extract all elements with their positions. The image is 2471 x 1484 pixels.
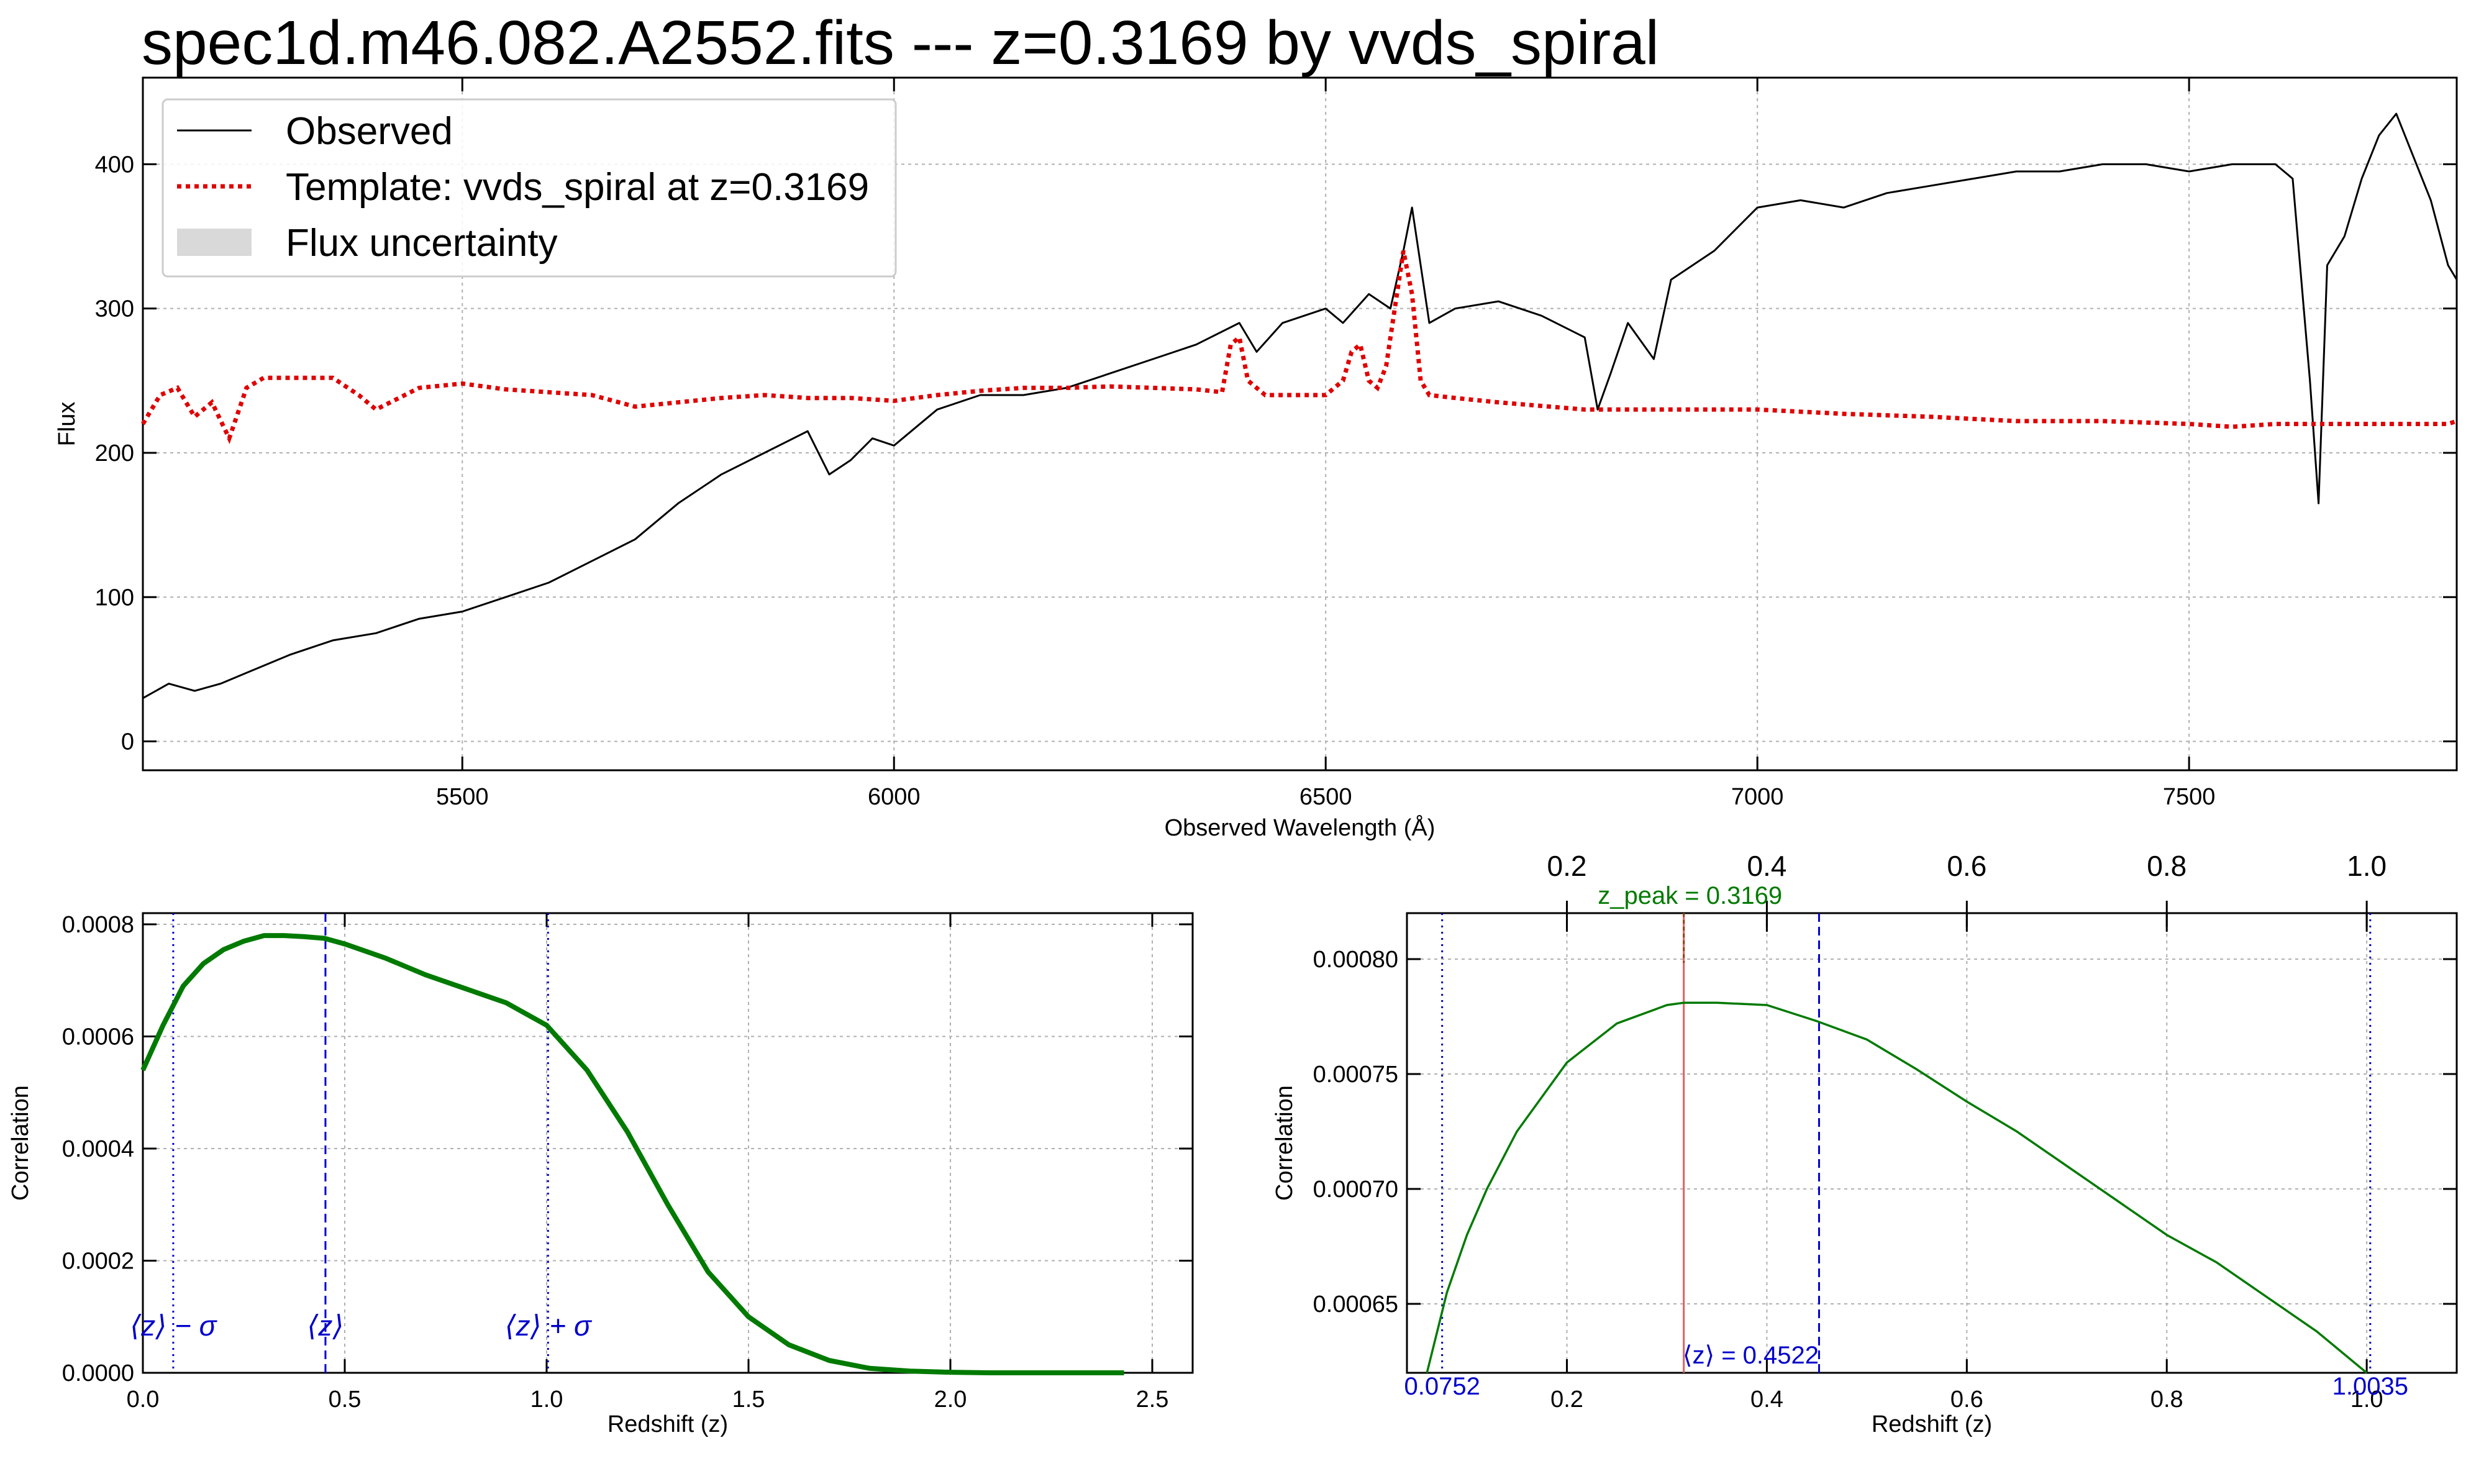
y-tick-label: 100 xyxy=(95,585,134,611)
legend-box xyxy=(162,98,897,278)
y-tick-label: 0.0000 xyxy=(62,1360,134,1386)
page-title: spec1d.m46.082.A2552.fits --- z=0.3169 b… xyxy=(142,8,1660,78)
y-tick-label: 0.0004 xyxy=(62,1136,134,1162)
observed-spectrum-line xyxy=(142,112,2458,699)
y-axis-label: Correlation xyxy=(1272,1085,1298,1201)
y-tick-label: 0.00065 xyxy=(1313,1291,1398,1318)
x-tick-label: 0.0 xyxy=(127,1386,160,1413)
x-tick-label: 6000 xyxy=(868,784,921,810)
top-x-tick-label: 1.0 xyxy=(2347,850,2387,882)
redshift-marker-label: 0.0752 xyxy=(1404,1373,1480,1400)
x-tick-label: 7500 xyxy=(2163,784,2216,810)
top-x-tick-label: 0.4 xyxy=(1747,850,1786,882)
legend-entry: Flux uncertainty xyxy=(286,222,558,265)
correlation-curve-zoom xyxy=(1426,1001,2368,1374)
y-tick-label: 0.0002 xyxy=(62,1249,134,1275)
y-tick-label: 0.0008 xyxy=(62,912,134,938)
x-tick-label: 1.0 xyxy=(2350,1386,2383,1413)
redshift-marker-label: ⟨z⟩ = 0.4522 xyxy=(1683,1342,1819,1369)
x-tick-label: 7000 xyxy=(1731,784,1784,810)
x-tick-label: 1.0 xyxy=(530,1386,563,1413)
legend-entry: Observed xyxy=(286,110,453,153)
plot-frame xyxy=(1406,912,2458,1374)
y-axis-label: Flux xyxy=(54,402,80,447)
x-tick-label: 0.5 xyxy=(329,1386,362,1413)
y-tick-label: 0 xyxy=(121,729,134,755)
redshift-marker-label: 1.0035 xyxy=(2332,1373,2408,1400)
y-tick-label: 400 xyxy=(95,152,134,178)
x-tick-label: 0.8 xyxy=(2150,1386,2183,1413)
y-tick-label: 0.00070 xyxy=(1313,1177,1398,1203)
redshift-marker-label: ⟨z⟩ xyxy=(307,1309,344,1342)
y-tick-label: 0.00080 xyxy=(1313,947,1398,973)
y-tick-label: 0.00075 xyxy=(1313,1062,1398,1088)
y-tick-label: 300 xyxy=(95,296,134,322)
top-x-tick-label: 0.8 xyxy=(2147,850,2187,882)
redshift-marker-label: ⟨z⟩ − σ xyxy=(130,1309,217,1342)
legend-uncertainty-swatch xyxy=(177,229,252,256)
x-tick-label: 0.6 xyxy=(1950,1386,1983,1413)
x-tick-label: 0.2 xyxy=(1550,1386,1583,1413)
zpeak-label: z_peak = 0.3169 xyxy=(1598,882,1782,909)
x-axis-label: Redshift (z) xyxy=(608,1411,728,1437)
x-axis-label: Redshift (z) xyxy=(1872,1411,1992,1437)
x-tick-label: 1.5 xyxy=(732,1386,765,1413)
top-x-tick-label: 0.2 xyxy=(1547,850,1587,882)
y-tick-label: 200 xyxy=(95,440,134,467)
y-tick-label: 0.0006 xyxy=(62,1024,134,1050)
plot-frame xyxy=(142,912,1194,1374)
x-tick-label: 2.5 xyxy=(1136,1386,1169,1413)
x-axis-label: Observed Wavelength (Å) xyxy=(1165,814,1436,841)
correlation-curve-full xyxy=(140,933,1124,1375)
y-axis-label: Correlation xyxy=(7,1085,34,1201)
x-tick-label: 5500 xyxy=(436,784,489,810)
x-tick-label: 6500 xyxy=(1299,784,1352,810)
x-tick-label: 0.4 xyxy=(1750,1386,1783,1413)
top-x-tick-label: 0.6 xyxy=(1947,850,1986,882)
legend-entry: Template: vvds_spiral at z=0.3169 xyxy=(286,166,869,209)
redshift-marker-label: ⟨z⟩ + σ xyxy=(505,1309,593,1342)
template-spectrum-line xyxy=(140,250,2458,444)
x-tick-label: 2.0 xyxy=(934,1386,967,1413)
